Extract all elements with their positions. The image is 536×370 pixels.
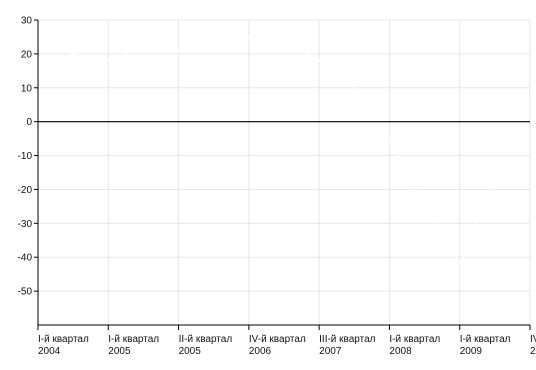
series-point: [247, 35, 251, 39]
series-line: [37, 36, 496, 266]
y-tick-label: 20: [21, 49, 33, 60]
y-tick-label: -40: [18, 253, 33, 264]
series-point: [177, 49, 180, 52]
series-point: [317, 59, 321, 62]
y-axis-labels: 30 20 10 0 -10 -20 -30 -40 -50: [18, 16, 33, 298]
series-point: [282, 39, 286, 42]
series-point: [107, 59, 110, 62]
series-point: [142, 45, 145, 49]
series-point: [458, 262, 461, 266]
y-tick-label: 0: [26, 117, 32, 128]
x-tick-label: IV-й квартал 2006: [249, 334, 306, 357]
x-tick-label: III-й квартал 2007: [319, 334, 376, 357]
y-tick-label: -20: [18, 185, 33, 196]
series-layer: [36, 35, 497, 266]
axis-layer: [34, 19, 531, 330]
series-point: [423, 205, 426, 208]
series-point: [493, 174, 497, 178]
y-tick-label: 30: [21, 16, 33, 27]
series-point: [353, 86, 356, 89]
series-point: [71, 52, 75, 56]
y-tick-label: 10: [21, 83, 33, 94]
x-tick-label: I-й квартал 2008: [389, 334, 440, 357]
x-axis-labels: I-й квартал 2004 I-й квартал 2005 II-й кварт…: [38, 334, 536, 357]
x-tick-label: I-й квартал 2005: [108, 334, 159, 357]
series-point: [212, 42, 215, 45]
y-tick-label: -30: [18, 219, 33, 230]
x-tick-label: I-й квартал 2004: [38, 334, 89, 357]
x-tick-label: II-й квартал 2005: [179, 334, 233, 357]
series-point: [388, 137, 391, 140]
y-tick-label: -50: [18, 287, 33, 298]
y-tick-label: -10: [18, 151, 33, 162]
grid-layer: [37, 19, 531, 325]
x-tick-label: I-й квартал 2009: [460, 334, 511, 357]
